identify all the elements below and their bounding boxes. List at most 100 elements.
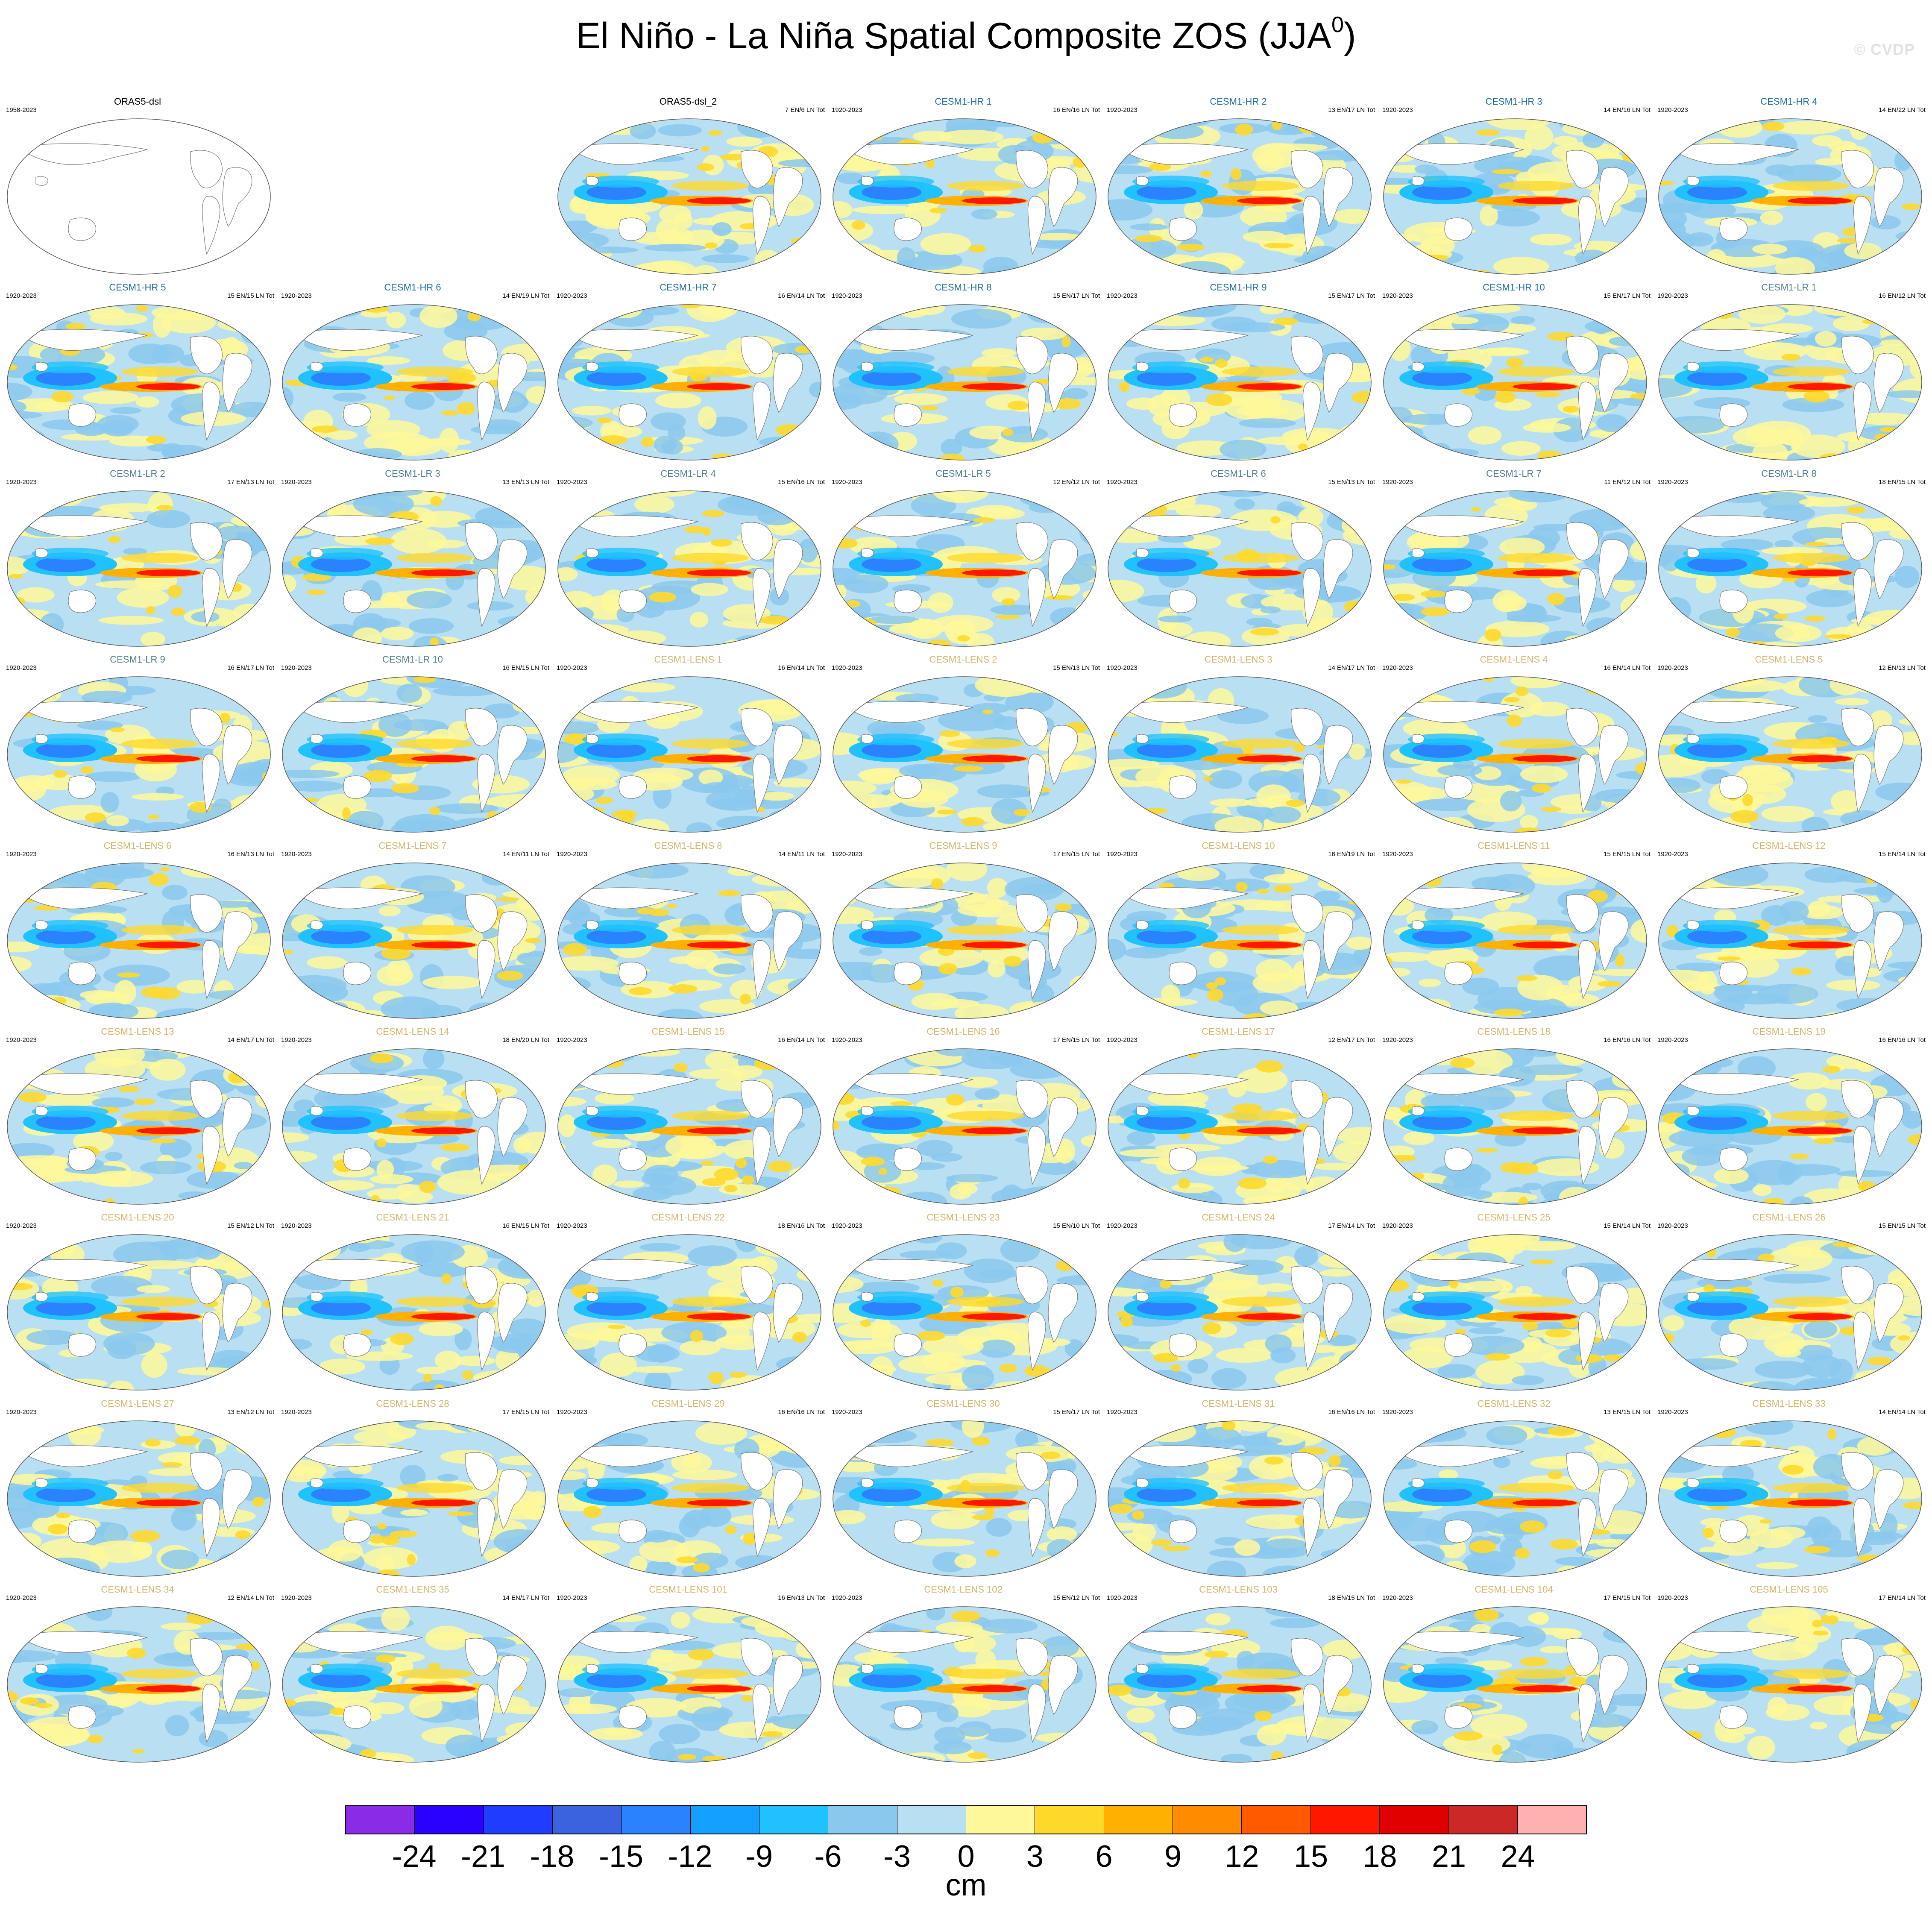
anomaly-blob: [760, 616, 789, 625]
anomaly-blob: [1504, 697, 1520, 703]
land-mass-5: [1136, 1478, 1149, 1488]
land-mass-0: [741, 150, 773, 188]
anomaly-blob: [1031, 233, 1083, 241]
anomaly-blob: [1260, 1000, 1298, 1016]
panel-period: 1920-2023: [1107, 1222, 1138, 1229]
anomaly-blob: [290, 1379, 335, 1390]
anomaly-blob: [1067, 874, 1090, 887]
panel-title: CESM1-LENS 8: [654, 840, 722, 851]
anomaly-blob: [7, 1608, 35, 1633]
western-pacific-negative-core: [311, 742, 371, 758]
anomaly-blob: [1235, 123, 1253, 136]
map-outline: [7, 676, 271, 833]
off-equator-negative: [1408, 548, 1485, 560]
anomaly-blob: [378, 906, 401, 917]
anomaly-blob: [1594, 789, 1646, 803]
anomaly-blob: [1132, 863, 1181, 877]
anomaly-blob: [1460, 1049, 1513, 1075]
anomaly-blob: [1422, 255, 1449, 261]
anomaly-blob: [686, 305, 733, 322]
panel-title: CESM1-HR 3: [1485, 96, 1542, 107]
land-mass-1: [477, 940, 495, 999]
anomaly-blob: [1848, 1050, 1875, 1060]
map-panel: CESM1-LENS 20 1920-2023 15 EN/12 LN Tot: [0, 1208, 275, 1391]
panel-event-count: 17 EN/15 LN Tot: [1053, 851, 1100, 858]
anomaly-blob: [47, 1524, 68, 1534]
anomaly-blob: [149, 1138, 176, 1144]
anomaly-blob: [572, 405, 611, 416]
anomaly-blob: [435, 1350, 461, 1370]
land-mass-2: [1323, 911, 1353, 971]
anomaly-blob: [409, 1694, 443, 1718]
anomaly-blob: [773, 778, 817, 788]
map-outline: [1658, 863, 1922, 1019]
anomaly-blob: [1706, 1245, 1716, 1258]
anomaly-blob: [499, 305, 534, 320]
anomaly-blob: [1108, 1523, 1147, 1531]
anomaly-blob: [1474, 156, 1541, 176]
anomaly-blob: [146, 606, 155, 615]
land-mass-5: [1136, 1106, 1149, 1116]
map-svg: [833, 863, 1096, 1019]
anomaly-blob: [951, 309, 1012, 329]
anomaly-blob: [1856, 412, 1914, 425]
panel-title: CESM1-HR 6: [384, 282, 441, 293]
map-svg: [833, 1234, 1096, 1391]
anomaly-blob: [150, 1241, 190, 1249]
land-mass-5: [861, 920, 874, 930]
anomaly-blob: [1714, 1168, 1749, 1184]
anomaly-blob: [282, 985, 293, 996]
western-pacific-negative-core: [862, 742, 921, 758]
anomaly-blob: [1235, 882, 1248, 892]
anomaly-blob: [1695, 573, 1717, 594]
land-mass-0: [1841, 522, 1874, 560]
anomaly-blob: [1659, 119, 1703, 126]
anomaly-blob: [1897, 1335, 1910, 1341]
anomaly-blob: [1317, 877, 1370, 892]
anomaly-blob: [1469, 1327, 1505, 1335]
anomaly-blob: [292, 798, 320, 802]
eastern-pacific-positive-core: [687, 1499, 751, 1506]
eastern-pacific-positive-core: [136, 1127, 200, 1134]
anomaly-blob: [7, 1741, 50, 1752]
anomaly-blob: [375, 1655, 396, 1663]
anomaly-blob: [1064, 869, 1088, 874]
anomaly-blob: [98, 616, 164, 625]
land-mass-3: [293, 515, 423, 537]
anomaly-blob: [558, 1004, 575, 1018]
panel-event-count: 11 EN/12 LN Tot: [1604, 478, 1651, 486]
anomaly-blob: [984, 899, 1009, 907]
anomaly-blob: [1515, 1286, 1533, 1296]
land-mass-5: [586, 734, 599, 744]
map-panel: CESM1-LENS 28 1920-2023 17 EN/15 LN Tot: [275, 1394, 550, 1578]
anomaly-blob: [957, 635, 970, 642]
map-panel: CESM1-LR 1 1920-2023 16 EN/12 LN Tot: [1651, 278, 1926, 461]
land-mass-2: [1048, 911, 1078, 971]
anomaly-blob: [840, 625, 859, 638]
anomaly-blob: [1420, 1094, 1463, 1109]
anomaly-blob: [364, 1547, 418, 1570]
eastern-pacific-positive-core: [1788, 1313, 1852, 1320]
anomaly-blob: [361, 1329, 373, 1335]
anomaly-blob: [283, 998, 349, 1016]
map-panel: CESM1-LENS 5 1920-2023 12 EN/13 LN Tot: [1651, 650, 1926, 833]
anomaly-blob: [381, 1607, 410, 1631]
anomaly-blob: [10, 1260, 19, 1272]
land-mass-3: [18, 329, 148, 351]
anomaly-blob: [296, 516, 309, 523]
land-mass-1: [1853, 754, 1872, 813]
off-equator-negative: [307, 920, 384, 932]
anomaly-blob: [1384, 247, 1419, 260]
anomaly-blob: [381, 1535, 399, 1546]
panel-period: 1920-2023: [1382, 1408, 1413, 1416]
anomaly-blob: [1472, 1235, 1540, 1248]
eastern-pacific-positive-core: [136, 1499, 200, 1506]
anomaly-blob: [961, 817, 985, 827]
anomaly-blob: [118, 1086, 140, 1092]
map-outline: [7, 304, 271, 461]
anomaly-blob: [141, 631, 165, 646]
anomaly-blob: [1260, 143, 1328, 152]
land-mass-1: [1578, 1498, 1597, 1557]
land-mass-0: [1841, 1266, 1874, 1304]
anomaly-blob: [507, 1607, 545, 1625]
